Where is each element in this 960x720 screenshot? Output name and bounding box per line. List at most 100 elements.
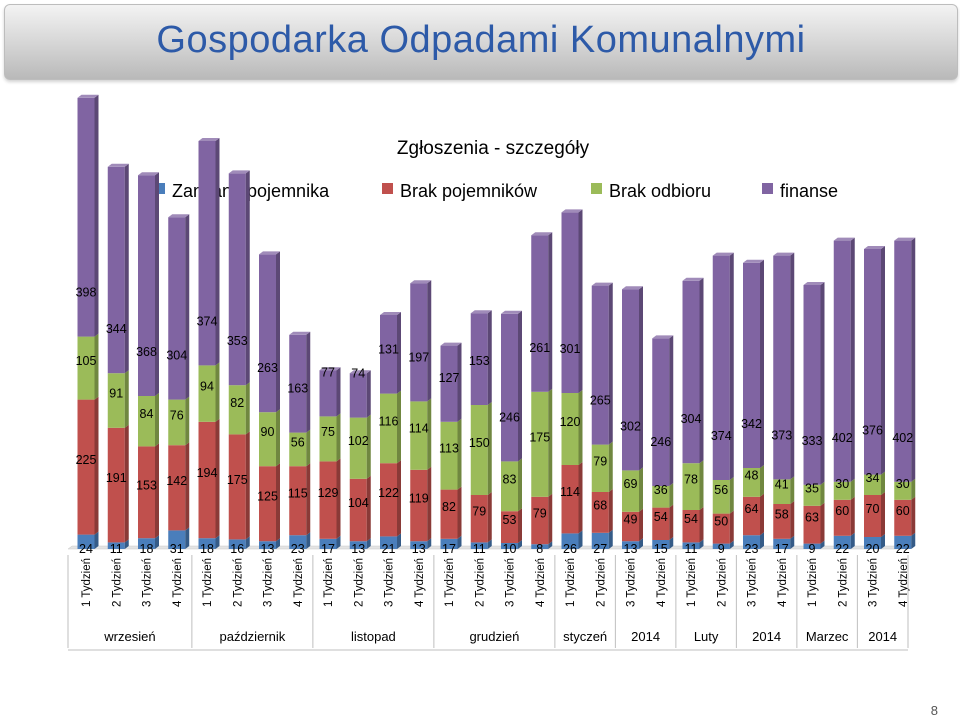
data-label-11-2: 122 (378, 486, 399, 500)
legend-swatch-1 (154, 183, 165, 194)
bar-12-3 (410, 401, 428, 470)
data-label-7-4: 263 (257, 361, 278, 375)
title-banner: Gospodarka Odpadami Komunalnymi (4, 4, 958, 80)
data-label-3-4: 368 (136, 345, 157, 359)
bar-side-24-4 (790, 252, 795, 480)
data-label-21-1: 11 (685, 542, 698, 556)
bar-23-4 (743, 262, 760, 468)
data-label-6-1: 16 (230, 542, 244, 556)
bar-side-12-1 (427, 538, 432, 549)
bar-15-1 (501, 543, 518, 549)
bar-top-21 (682, 277, 704, 281)
data-label-12-1: 13 (412, 542, 426, 556)
bar-side-27-2 (881, 492, 885, 537)
bar-side-2-2 (124, 424, 129, 543)
bar-24-2 (773, 504, 791, 539)
data-label-7-1: 13 (261, 542, 275, 556)
bar-16-1 (531, 544, 549, 549)
bar-15-3 (501, 461, 518, 512)
data-label-6-3: 82 (230, 396, 244, 410)
bar-9-4 (319, 370, 337, 417)
bar-side-7-4 (276, 251, 280, 413)
bar-side-18-1 (608, 529, 613, 549)
bar-side-12-2 (427, 466, 432, 542)
bar-side-19-3 (639, 467, 643, 512)
x-tick-label-22: 2 Tydzień (716, 558, 728, 607)
data-label-26-1: 22 (835, 542, 849, 556)
bar-9-2 (319, 461, 337, 539)
bar-27-4 (864, 249, 881, 475)
x-tick-label-14: 2 Tydzień (474, 558, 486, 607)
group-label-3: listopad (351, 629, 396, 644)
bar-23-1 (743, 535, 760, 549)
data-label-20-4: 246 (650, 435, 671, 449)
data-label-18-3: 79 (593, 454, 607, 468)
chart-title: Zgłoszenia - szczegóły (397, 138, 590, 159)
legend-swatch-2 (382, 183, 393, 194)
data-label-1-3: 105 (76, 354, 97, 368)
bar-side-22-1 (729, 540, 734, 549)
bar-side-3-3 (155, 393, 159, 447)
bar-4-4 (168, 217, 186, 400)
bar-17-2 (561, 465, 579, 534)
bar-4-1 (168, 530, 186, 549)
bar-side-13-2 (457, 486, 462, 539)
bar-side-21-2 (699, 507, 704, 543)
bar-side-21-3 (699, 460, 704, 510)
bar-side-17-1 (578, 530, 583, 549)
data-label-13-1: 17 (442, 542, 456, 556)
data-label-15-1: 10 (503, 542, 517, 556)
data-label-3-1: 18 (140, 542, 154, 556)
bar-side-8-4 (306, 331, 311, 433)
bar-top-9 (319, 367, 341, 371)
data-label-20-2: 54 (654, 510, 668, 524)
bar-side-15-3 (518, 458, 522, 512)
data-label-5-2: 194 (197, 466, 218, 480)
data-label-11-4: 131 (378, 343, 399, 357)
bar-side-8-3 (306, 429, 311, 467)
bar-side-3-2 (155, 443, 159, 539)
bar-side-26-1 (850, 532, 855, 549)
group-label-10: 2014 (868, 629, 897, 644)
bar-side-24-3 (790, 476, 795, 504)
bar-side-8-1 (306, 532, 311, 549)
x-tick-label-10: 2 Tydzień (353, 558, 365, 607)
bar-side-16-4 (548, 232, 553, 392)
group-label-9: Marzec (806, 629, 849, 644)
bar-top-22 (712, 252, 734, 256)
data-label-22-3: 56 (714, 483, 728, 497)
bar-side-7-2 (276, 463, 280, 542)
data-label-21-3: 78 (684, 473, 698, 487)
bar-side-14-2 (487, 492, 492, 543)
bar-8-2 (289, 466, 307, 536)
data-label-15-2: 53 (503, 513, 517, 527)
bar-top-15 (501, 310, 522, 314)
bar-side-20-1 (669, 537, 674, 549)
data-label-8-4: 163 (287, 382, 308, 396)
data-label-25-3: 35 (805, 481, 819, 495)
bar-side-13-3 (457, 418, 462, 490)
bar-side-20-4 (669, 335, 674, 486)
bar-28-1 (894, 535, 912, 549)
x-tick-label-2: 2 Tydzień (111, 558, 123, 607)
data-label-20-3: 36 (654, 483, 668, 497)
bar-side-5-4 (215, 138, 220, 366)
bar-26-3 (833, 481, 851, 500)
bar-side-15-4 (518, 310, 522, 462)
bar-top-16 (531, 232, 553, 236)
bar-4-3 (168, 399, 186, 446)
bar-side-14-3 (487, 402, 492, 495)
bar-side-28-4 (911, 237, 916, 482)
data-label-14-2: 79 (472, 505, 486, 519)
bar-top-28 (894, 237, 916, 241)
data-label-23-1: 23 (745, 542, 759, 556)
bar-side-18-4 (608, 282, 613, 445)
bar-2-4 (107, 166, 125, 374)
bar-11-3 (380, 393, 397, 464)
data-label-2-1: 11 (110, 542, 123, 556)
data-label-17-4: 301 (560, 342, 581, 356)
bar-top-8 (289, 331, 311, 335)
bar-1-3 (77, 336, 95, 400)
bar-24-1 (773, 538, 791, 549)
page-number: 8 (930, 703, 938, 718)
